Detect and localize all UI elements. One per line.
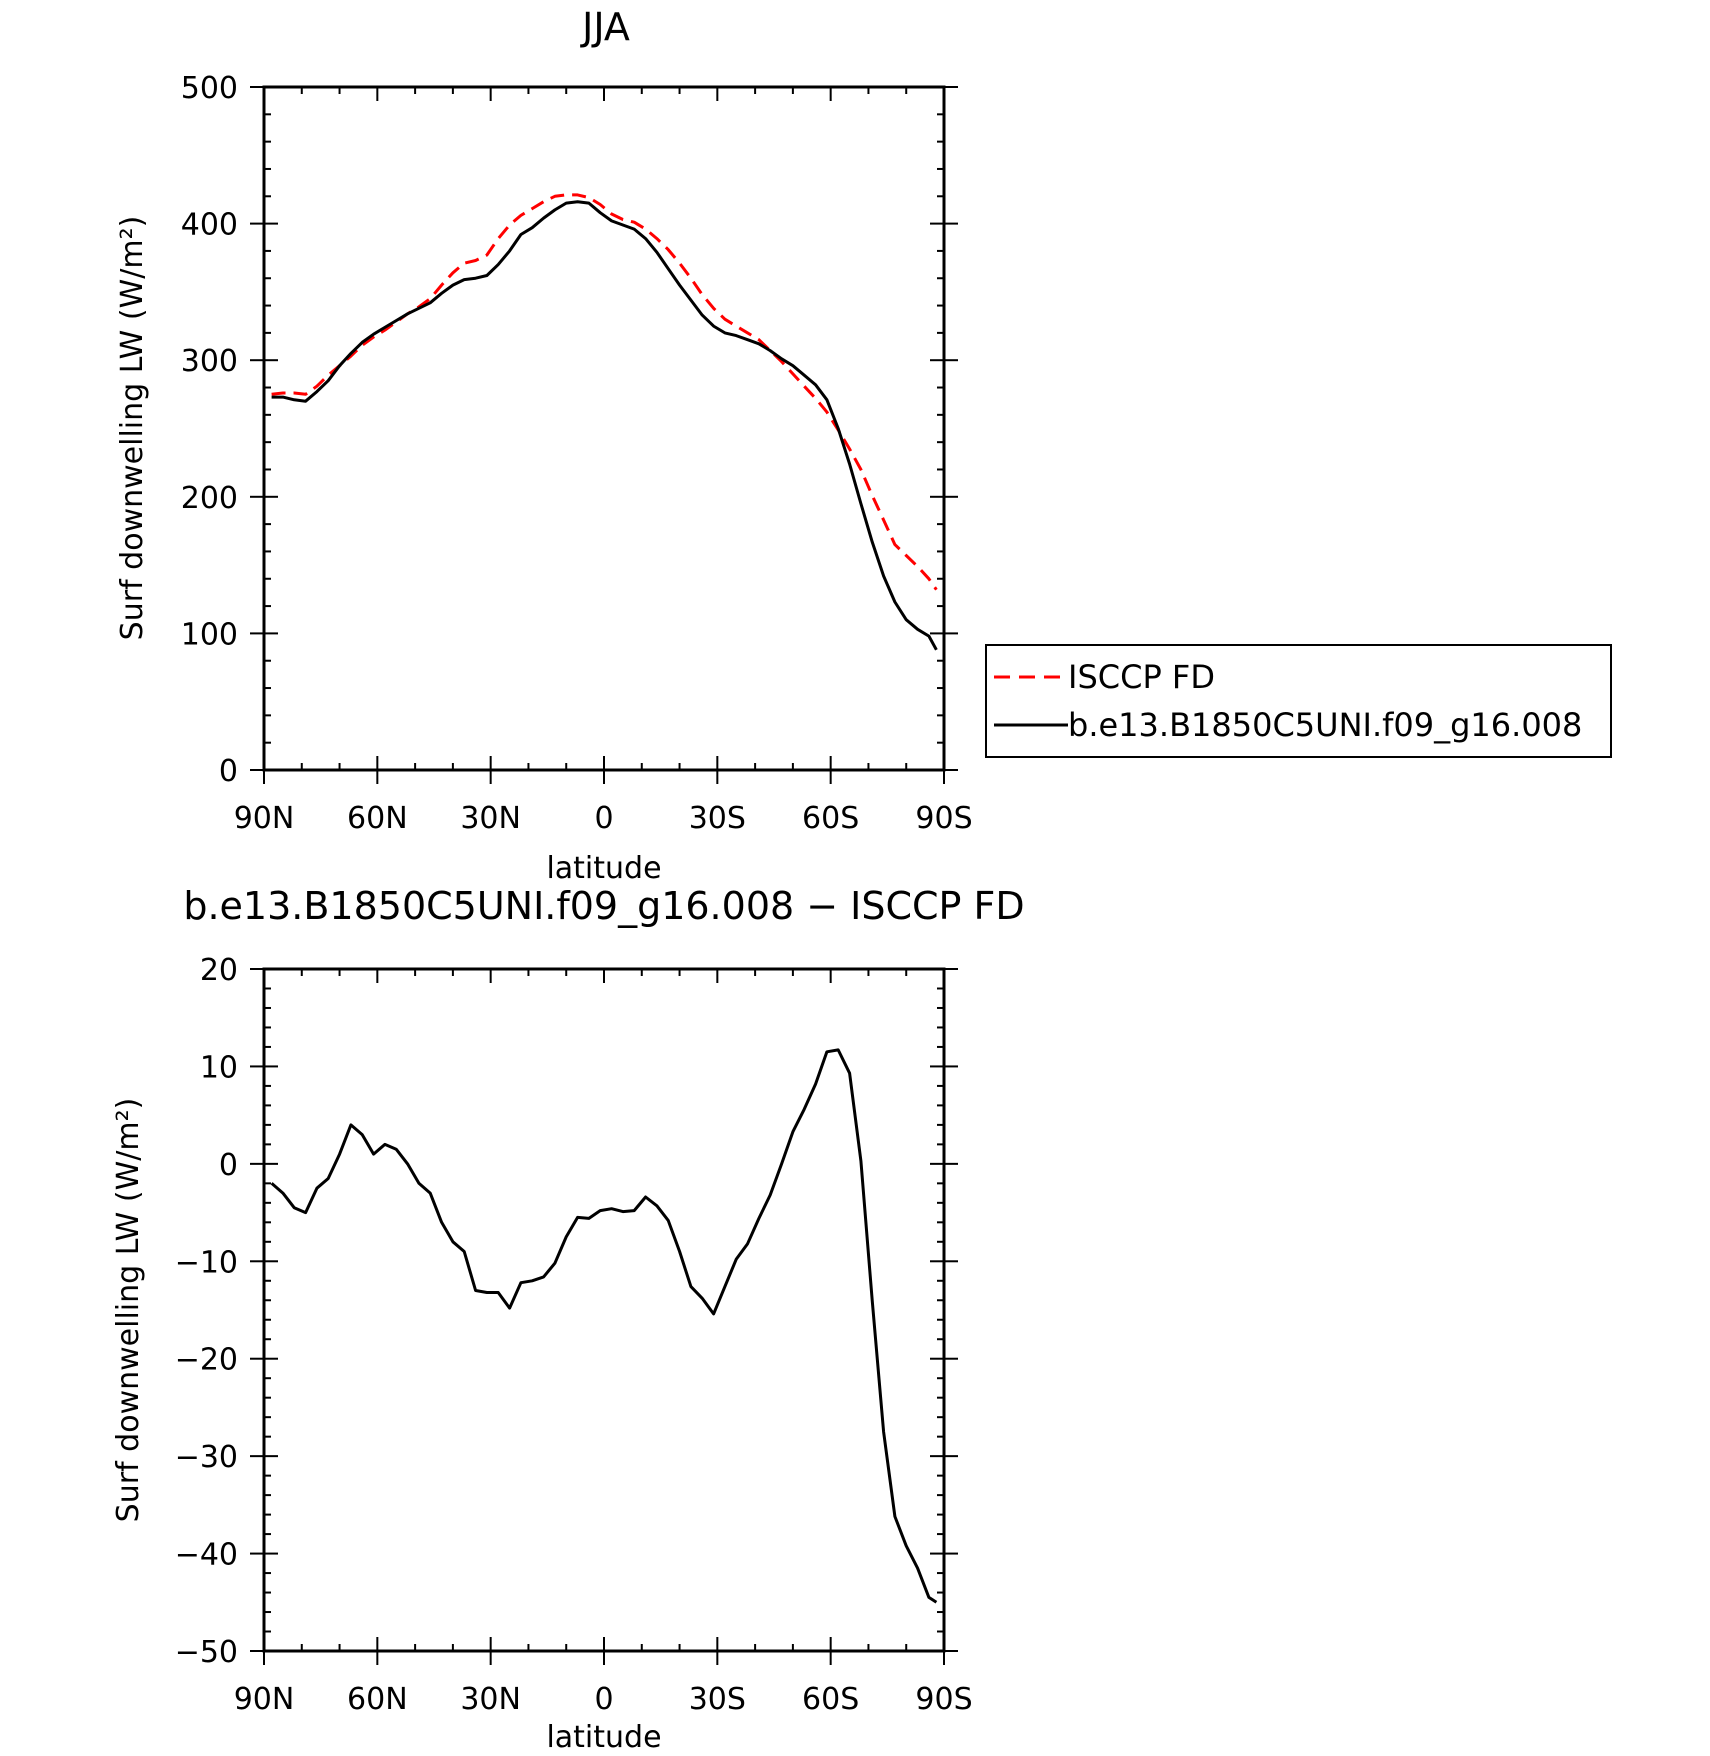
top-ytick-label: 200 (181, 481, 238, 516)
top-chart-ylabel: Surf downwelling LW (W/m²) (115, 216, 150, 641)
bottom-chart-series (270, 1048, 938, 1604)
bottom-chart-frame (262, 967, 946, 1653)
bottom-ytick-label: 0 (219, 1148, 238, 1183)
bottom-chart-ylabel: Surf downwelling LW (W/m²) (111, 1098, 146, 1523)
top-chart-ticks: 90N 60N 30N 0 30S 60S 90S 0 100 200 300 400 500 (181, 71, 973, 836)
top-xtick-label: 90S (915, 801, 972, 836)
top-ytick-label: 100 (181, 617, 238, 652)
top-xtick-label: 60S (802, 801, 859, 836)
bottom-chart-ticks: 90N 60N 30N 0 30S 60S 90S 20 10 0 −10 −20 −30 −40 −50 (175, 953, 973, 1717)
top-chart-legend: ISCCP FD b.e13.B1850C5UNI.f09_g16.008 (985, 644, 1612, 758)
top-chart-frame (262, 85, 946, 772)
top-xtick-label: 30N (460, 801, 521, 836)
bottom-ytick-label: −30 (175, 1440, 238, 1475)
bottom-chart-xlabel: latitude (546, 1720, 661, 1755)
bottom-xtick-label: 60S (802, 1682, 859, 1717)
top-series-0-line (271, 193, 938, 591)
top-ytick-label: 400 (181, 208, 238, 243)
top-xtick-label: 60N (347, 801, 408, 836)
top-chart-series (271, 193, 938, 651)
top-ytick-label: 500 (181, 71, 238, 106)
top-chart-panel: JJA 90N 60N 30N 0 30S 60S 90S0100200300400500 … (115, 5, 1612, 886)
bottom-ytick-label: 20 (200, 953, 238, 988)
bottom-xtick-label: 30S (689, 1682, 746, 1717)
bottom-xtick-label: 90N (234, 1682, 295, 1717)
bottom-xtick-label: 60N (347, 1682, 408, 1717)
legend-label-isccp: ISCCP FD (1068, 658, 1215, 696)
top-series-1-line (271, 200, 938, 651)
bottom-series-0-line (270, 1048, 938, 1604)
bottom-chart-panel: b.e13.B1850C5UNI.f09_g16.008 − ISCCP FD … (111, 884, 1025, 1755)
top-xtick-label: 30S (689, 801, 746, 836)
top-ytick-label: 0 (219, 754, 238, 789)
top-chart-title: JJA (580, 5, 630, 49)
top-chart-xlabel: latitude (546, 851, 661, 886)
legend-label-model: b.e13.B1850C5UNI.f09_g16.008 (1068, 706, 1582, 744)
top-xtick-label: 90N (234, 801, 295, 836)
bottom-ytick-label: −40 (175, 1538, 238, 1573)
bottom-chart-title: b.e13.B1850C5UNI.f09_g16.008 − ISCCP FD (183, 884, 1024, 928)
bottom-ytick-label: 10 (200, 1050, 238, 1085)
bottom-xtick-label: 30N (460, 1682, 521, 1717)
top-ytick-label: 300 (181, 344, 238, 379)
bottom-ytick-label: −20 (175, 1343, 238, 1378)
bottom-ytick-label: −10 (175, 1245, 238, 1280)
top-xtick-label: 0 (594, 801, 613, 836)
bottom-ytick-label: −50 (175, 1635, 238, 1670)
bottom-xtick-label: 90S (915, 1682, 972, 1717)
legend-box (985, 644, 1612, 758)
bottom-xtick-label: 0 (594, 1682, 613, 1717)
